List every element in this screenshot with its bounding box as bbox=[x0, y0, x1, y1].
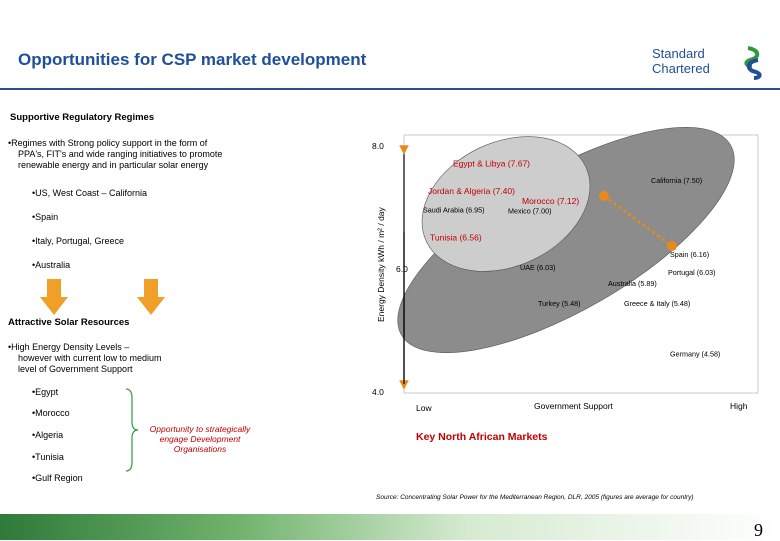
regimes-text-3: renewable energy and in particular solar… bbox=[18, 160, 209, 170]
data-label: Portugal (6.03) bbox=[668, 268, 716, 277]
page-title: Opportunities for CSP market development bbox=[18, 50, 367, 69]
data-label: Egypt & Libya (7.67) bbox=[453, 158, 530, 168]
data-label: Greece & Italy (5.48) bbox=[624, 299, 690, 308]
y-tick-label: 4.0 bbox=[372, 387, 384, 397]
x-axis-high-label: High bbox=[730, 401, 748, 411]
opportunity-line-2: engage Development bbox=[159, 434, 241, 444]
regimes-text-1: Regimes with Strong policy support in th… bbox=[8, 138, 222, 149]
resource-item-algeria: Algeria bbox=[32, 430, 63, 441]
regime-item-california: US, West Coast – California bbox=[32, 188, 147, 199]
data-label: Saudi Arabia (6.95) bbox=[423, 206, 485, 215]
regimes-text-2: PPA's, FIT's and wide ranging initiative… bbox=[18, 149, 223, 159]
resource-item-gulf: Gulf Region bbox=[32, 473, 83, 484]
data-label: California (7.50) bbox=[651, 176, 702, 185]
down-arrow-icon bbox=[137, 279, 165, 315]
footer-bar bbox=[0, 514, 780, 540]
resource-item-egypt: Egypt bbox=[32, 387, 58, 398]
regime-item-italy: Italy, Portugal, Greece bbox=[32, 236, 124, 247]
logo-mark-icon bbox=[744, 46, 762, 80]
header-divider bbox=[0, 88, 780, 90]
opportunity-line-1: Opportunity to strategically bbox=[149, 424, 251, 434]
resources-heading: Attractive Solar Resources bbox=[8, 317, 130, 328]
link-arrow-spain-morocco bbox=[599, 191, 677, 251]
source-note: Source: Concentrating Solar Power for th… bbox=[376, 494, 694, 501]
resource-item-morocco: Morocco bbox=[32, 408, 70, 419]
data-label: Mexico (7.00) bbox=[508, 207, 552, 216]
data-label: Morocco (7.12) bbox=[522, 196, 579, 206]
north-africa-ellipse bbox=[421, 136, 591, 272]
data-label: Germany (4.58) bbox=[670, 349, 720, 358]
logo-line-1: Standard bbox=[652, 46, 705, 61]
x-axis-low-label: Low bbox=[416, 403, 432, 413]
resources-text-3: level of Government Support bbox=[18, 364, 133, 374]
logo-text: Standard Chartered bbox=[652, 46, 710, 76]
logo-line-2: Chartered bbox=[652, 61, 710, 76]
opportunity-line-3: Organisations bbox=[173, 444, 227, 454]
y-tick-label: 6.0 bbox=[396, 264, 408, 274]
page-number: 9 bbox=[754, 520, 763, 540]
data-label: Turkey (5.48) bbox=[538, 299, 580, 308]
resources-text-2: however with current low to medium bbox=[18, 353, 162, 363]
resources-description: High Energy Density Levels – however wit… bbox=[8, 342, 162, 375]
regimes-heading: Supportive Regulatory Regimes bbox=[10, 112, 155, 123]
data-label: Spain (6.16) bbox=[670, 250, 709, 259]
data-label: Tunisia (6.56) bbox=[430, 233, 482, 243]
x-axis-label: Government Support bbox=[534, 401, 614, 411]
data-labels: Egypt & Libya (7.67) California (7.50) Jor… bbox=[423, 158, 720, 358]
down-arrow-icon bbox=[40, 279, 68, 315]
y-ticks: 8.0 6.0 4.0 bbox=[372, 141, 408, 397]
opportunity-note: Opportunity to strategically engage Deve… bbox=[138, 424, 262, 454]
standard-chartered-logo: Standard Chartered bbox=[652, 46, 764, 82]
legend-key: Key North African Markets bbox=[416, 431, 548, 443]
right-brace-icon bbox=[125, 388, 139, 472]
regime-item-spain: Spain bbox=[32, 212, 58, 223]
data-label: Australia (5.89) bbox=[608, 279, 657, 288]
resources-text-1: High Energy Density Levels – bbox=[8, 342, 162, 353]
y-tick-label: 8.0 bbox=[372, 141, 384, 151]
data-label: Jordan & Algeria (7.40) bbox=[428, 186, 515, 196]
resource-item-tunisia: Tunisia bbox=[32, 452, 64, 463]
regime-item-australia: Australia bbox=[32, 260, 70, 271]
y-axis-label: Energy Density kWh / m² / day bbox=[376, 206, 386, 322]
data-label: UAE (6.03) bbox=[520, 263, 556, 272]
regimes-description: Regimes with Strong policy support in th… bbox=[8, 138, 222, 171]
